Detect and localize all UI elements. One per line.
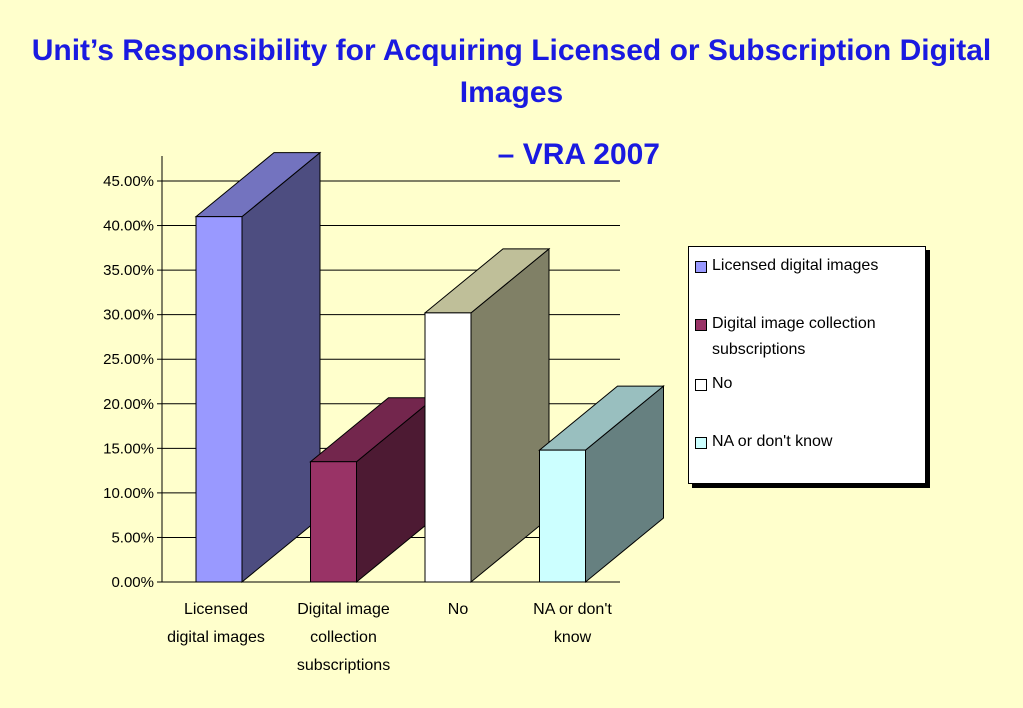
bar-side [241, 151, 321, 584]
y-tick-label: 35.00% [103, 262, 154, 279]
x-tick-label: collection [310, 629, 377, 646]
legend-item: Licensed digital images [695, 253, 922, 279]
x-tick-label: Licensed [184, 601, 248, 618]
legend-swatch [695, 437, 707, 449]
bar [424, 312, 472, 583]
x-tick-label: Digital image [297, 601, 390, 618]
legend-label: Licensed digital images [712, 257, 879, 274]
bar [310, 461, 357, 583]
bar [195, 216, 243, 583]
bar [539, 449, 586, 583]
y-tick-label: 20.00% [103, 396, 154, 413]
legend-swatch [695, 261, 707, 273]
y-tick-label: 10.00% [103, 485, 154, 502]
y-tick-label: 0.00% [111, 574, 154, 591]
x-tick-label: know [554, 629, 592, 646]
x-tick-label: No [448, 601, 469, 618]
y-tick-label: 5.00% [111, 529, 154, 546]
x-tick-label: subscriptions [297, 657, 390, 674]
legend-label: Digital image collection subscriptions [712, 315, 876, 358]
legend-item: NA or don't know [695, 429, 922, 455]
y-tick-label: 40.00% [103, 218, 154, 235]
legend-item: No [695, 371, 922, 397]
legend-label: NA or don't know [712, 433, 833, 450]
legend-label: No [712, 375, 733, 392]
y-tick-label: 25.00% [103, 351, 154, 368]
legend-swatch [695, 379, 707, 391]
y-tick-label: 45.00% [103, 173, 154, 190]
chart-subtitle: – VRA 2007 [497, 138, 660, 171]
x-tick-label: digital images [167, 629, 265, 646]
x-tick-label: NA or don't [533, 601, 612, 618]
legend-swatch [695, 319, 707, 331]
y-tick-label: 15.00% [103, 440, 154, 457]
y-tick-label: 30.00% [103, 307, 154, 324]
legend: Licensed digital images Digital image co… [688, 246, 926, 484]
chart-title: Unit’s Responsibility for Acquiring Lice… [31, 34, 992, 109]
legend-item: Digital image collection subscriptions [695, 311, 922, 363]
